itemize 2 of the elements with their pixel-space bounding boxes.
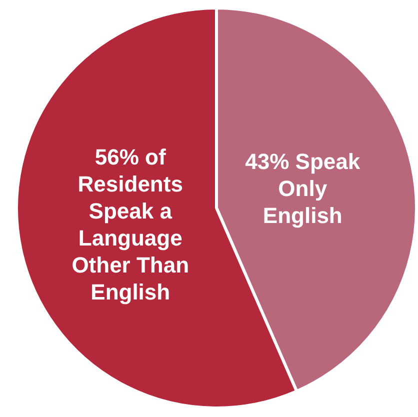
- slice-label: 43% Speak Only English: [245, 149, 361, 228]
- slice-label: 56% of Residents Speak a Language Other Than English: [72, 144, 190, 305]
